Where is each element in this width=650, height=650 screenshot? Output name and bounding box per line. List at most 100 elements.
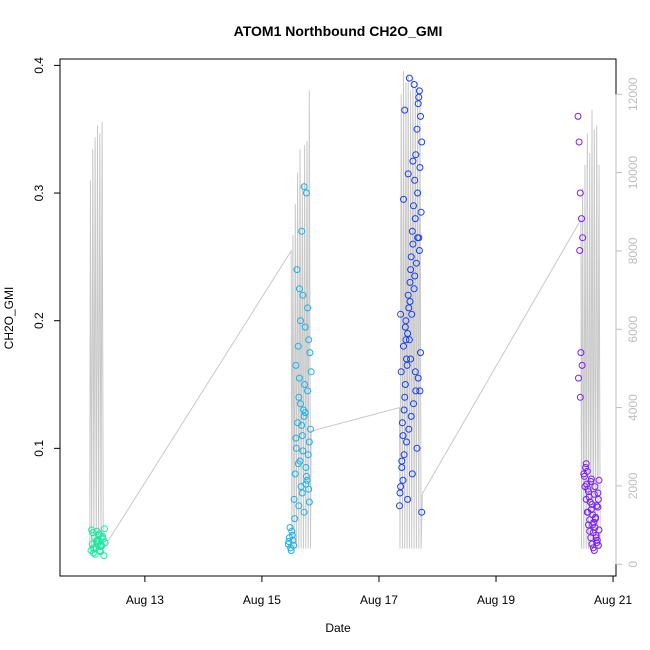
y-tick-label-0: 0.1 [32, 440, 46, 457]
data-point-s2-8 [405, 304, 413, 312]
data-point-s0-19 [89, 529, 97, 537]
y2-tick-label-5: 10000 [626, 156, 640, 190]
data-point-s2-32 [405, 336, 413, 344]
data-point-s3-54 [592, 534, 600, 542]
data-point-s2-9 [406, 278, 414, 286]
data-point-s2-15 [413, 125, 421, 133]
data-point-s2-42 [414, 374, 422, 382]
data-point-s2-38 [396, 489, 404, 497]
data-point-s2-3 [399, 432, 407, 440]
data-point-s2-28 [416, 164, 424, 171]
data-point-s3-45 [586, 516, 594, 524]
data-point-s1-38 [307, 368, 315, 376]
data-point-s2-69 [414, 234, 422, 242]
data-point-s2-57 [401, 106, 409, 114]
data-point-s2-11 [408, 227, 416, 235]
data-point-s2-24 [407, 266, 415, 274]
data-point-s2-18 [417, 112, 424, 120]
data-point-s1-34 [298, 227, 306, 235]
data-point-s2-43 [401, 323, 409, 331]
data-point-s3-46 [589, 529, 597, 537]
data-point-s2-44 [406, 298, 414, 305]
data-point-s1-32 [293, 266, 301, 274]
data-point-s2-46 [415, 247, 423, 254]
data-point-s1-10 [290, 495, 298, 503]
data-point-s3-43 [590, 490, 598, 498]
data-point-s0-20 [91, 550, 99, 558]
data-point-s2-58 [405, 74, 413, 82]
data-point-s3-40 [595, 526, 603, 534]
x-axis: Aug 13 Aug 15 Aug 17 Aug 19 Aug 21 [126, 575, 632, 607]
data-point-s3-1 [575, 138, 583, 146]
data-point-s2-65 [416, 387, 424, 395]
data-point-s1-8 [285, 538, 293, 545]
altitude-line-layer [89, 70, 601, 551]
data-point-s3-15 [586, 527, 594, 535]
data-point-s2-4 [400, 406, 408, 414]
y2-tick-label-3: 6000 [626, 316, 640, 343]
y2-tick-label-6: 12000 [626, 77, 640, 111]
y2-axis: 0 2000 4000 6000 8000 10000 12000 [615, 77, 640, 568]
data-point-s3-49 [587, 475, 595, 483]
data-point-s2-10 [407, 253, 415, 261]
data-point-s1-36 [302, 189, 310, 197]
data-point-s0-27 [96, 541, 104, 549]
data-point-s1-24 [307, 425, 314, 433]
y2-tick-label-4: 8000 [626, 237, 640, 264]
data-point-s2-59 [410, 81, 418, 88]
data-point-s0-18 [99, 535, 107, 543]
data-point-s0-22 [96, 547, 104, 554]
x-axis-label: Date [325, 621, 351, 635]
data-point-s1-4 [289, 536, 297, 544]
data-point-s1-54 [295, 374, 303, 382]
data-point-s2-50 [412, 387, 420, 395]
data-point-s2-35 [412, 259, 420, 267]
data-point-s3-38 [588, 501, 596, 508]
data-point-s1-47 [294, 460, 302, 468]
data-point-s3-36 [580, 472, 588, 480]
data-point-s2-60 [415, 93, 423, 101]
data-point-s1-41 [298, 489, 306, 497]
data-point-s3-24 [582, 464, 590, 471]
data-point-s1-11 [291, 470, 299, 478]
data-point-s2-7 [404, 330, 412, 337]
data-point-s3-2 [576, 189, 584, 197]
data-point-s1-55 [300, 508, 308, 516]
plot-frame [59, 58, 617, 577]
data-point-s1-46 [304, 387, 312, 395]
y-axis: 0.1 0.2 0.3 0.4 [32, 57, 61, 457]
x-tick-label-0: Aug 13 [126, 593, 164, 607]
data-point-s3-6 [577, 349, 585, 357]
data-point-s2-29 [398, 419, 406, 427]
data-point-s3-5 [576, 247, 584, 254]
data-point-s1-33 [295, 285, 303, 293]
data-point-s2-67 [404, 170, 412, 178]
data-point-s2-51 [417, 349, 424, 357]
data-point-s1-5 [286, 524, 294, 531]
data-point-s3-47 [593, 539, 601, 547]
x-tick-label-2: Aug 17 [360, 593, 398, 607]
y2-tick-label-0: 0 [626, 561, 640, 568]
data-point-s0-25 [89, 544, 97, 552]
data-point-s1-21 [303, 476, 311, 484]
data-point-s2-45 [411, 272, 419, 280]
data-point-s2-49 [407, 412, 415, 420]
data-point-s3-17 [588, 540, 596, 548]
data-point-s1-17 [298, 432, 306, 440]
data-point-s1-52 [301, 409, 309, 417]
data-point-s2-40 [405, 425, 413, 433]
data-point-s1-27 [297, 317, 304, 325]
y-axis-label: CH2O_GMI [2, 287, 16, 350]
data-point-s1-19 [301, 381, 309, 388]
data-point-s1-49 [302, 472, 310, 480]
data-point-s1-48 [299, 447, 307, 455]
data-point-s2-54 [408, 470, 416, 478]
data-point-s1-42 [302, 480, 310, 488]
data-point-s2-64 [411, 368, 419, 376]
y2-tick-label-2: 4000 [626, 394, 640, 421]
data-point-s2-47 [398, 464, 406, 471]
data-point-s1-20 [302, 464, 310, 471]
data-point-s0-26 [93, 536, 101, 544]
data-points-layer [87, 74, 603, 560]
